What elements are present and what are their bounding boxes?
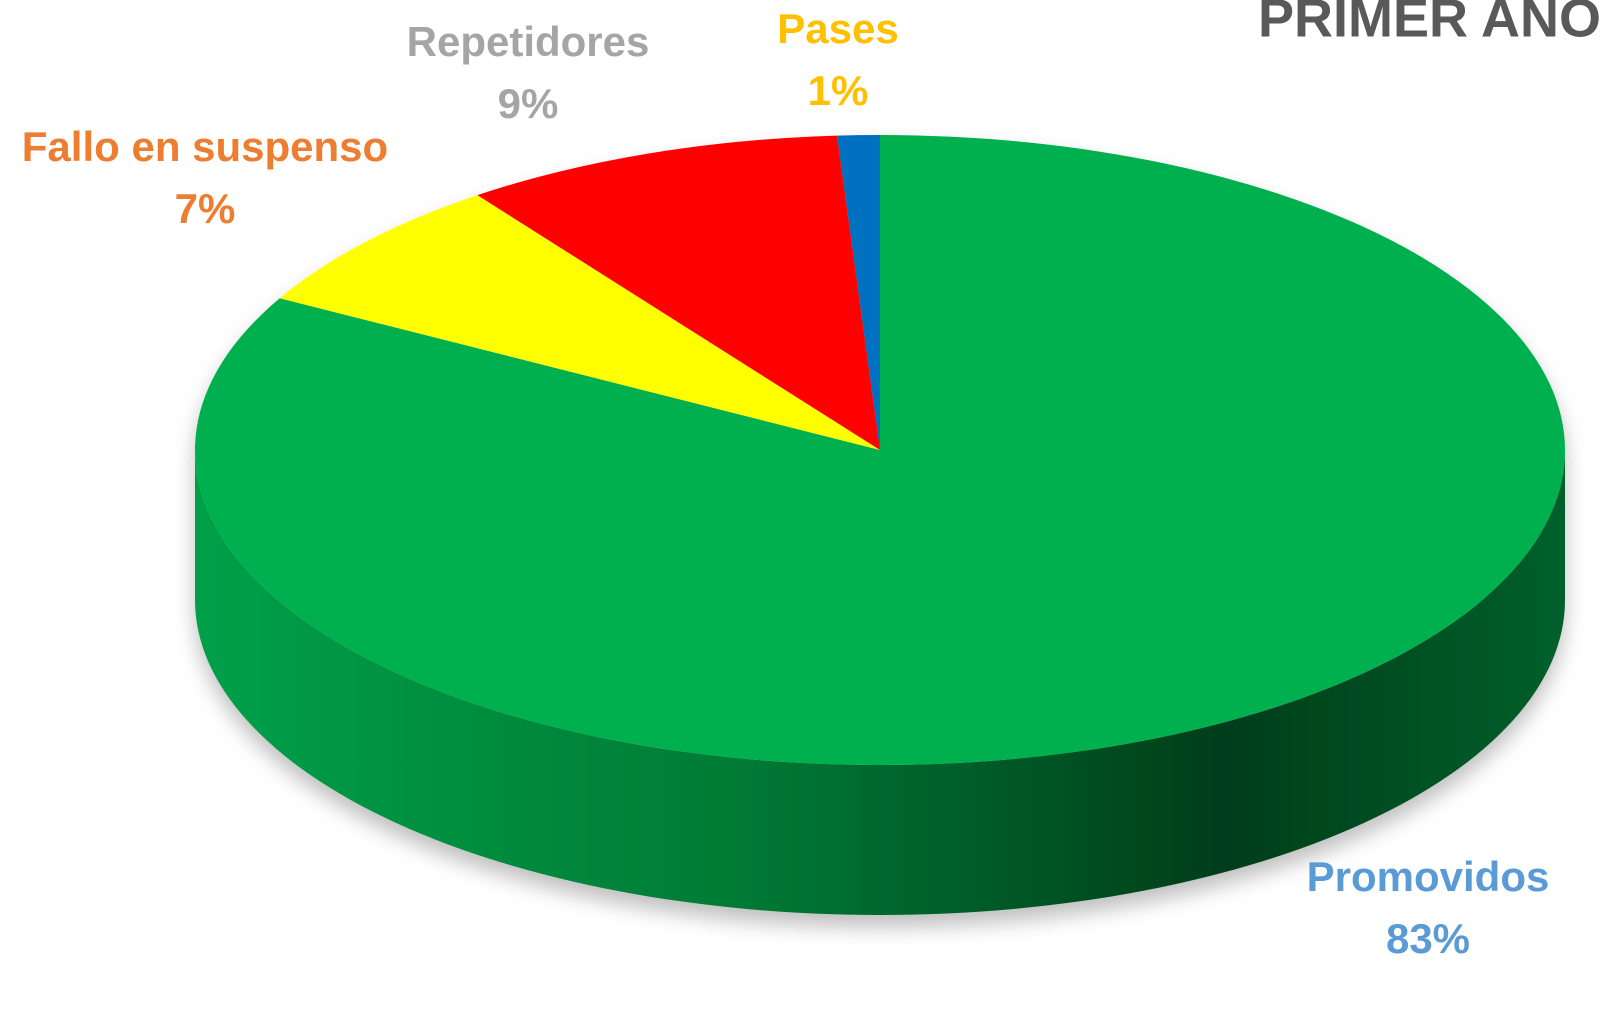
pie-slice [195, 135, 1566, 765]
pie-slice [477, 135, 880, 450]
slice-value-label: 83% [1386, 915, 1470, 962]
slice-label: Fallo en suspenso [22, 123, 388, 170]
slice-value-label: 7% [175, 185, 236, 232]
slice-label: Pases [777, 5, 898, 52]
pie [195, 135, 1566, 915]
slice-value-label: 9% [498, 80, 559, 127]
slice-value-label: 1% [808, 67, 869, 114]
slice-label: Repetidores [407, 18, 650, 65]
pie-slice [836, 135, 880, 450]
pie-side [195, 450, 1565, 915]
chart-title: PRIMER AÑO [1258, 0, 1601, 48]
slice-label: Promovidos [1307, 853, 1550, 900]
pie-slice [279, 195, 880, 450]
